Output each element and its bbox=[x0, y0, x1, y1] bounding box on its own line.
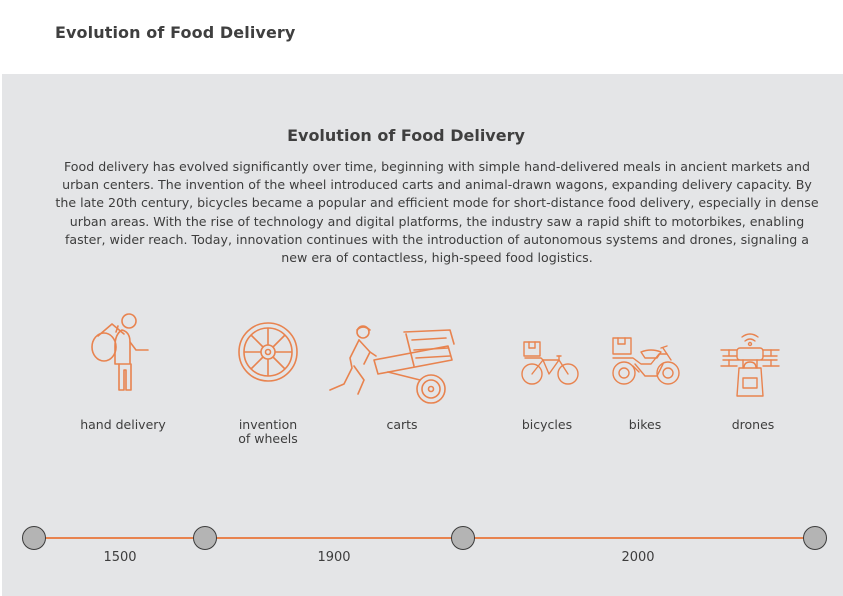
page-title: Evolution of Food Delivery bbox=[55, 23, 296, 42]
content-panel: Evolution of Food Delivery Food delivery… bbox=[2, 74, 843, 596]
timeline-node bbox=[803, 526, 827, 550]
stage-label-invention-of-wheels: invention of wheels bbox=[238, 417, 298, 446]
stage-label-bicycles: bicycles bbox=[521, 417, 573, 432]
timeline-node bbox=[451, 526, 475, 550]
timeline-node bbox=[193, 526, 217, 550]
stage-label-bikes: bikes bbox=[628, 417, 662, 432]
stage-label-hand-delivery: hand delivery bbox=[80, 417, 166, 432]
stage-label-drones: drones bbox=[731, 417, 775, 432]
panel-title: Evolution of Food Delivery bbox=[287, 126, 525, 145]
timeline-node bbox=[22, 526, 46, 550]
timeline-line bbox=[34, 537, 814, 539]
page-header: Evolution of Food Delivery bbox=[0, 0, 843, 74]
drone-icon bbox=[719, 332, 781, 398]
bicycle-icon bbox=[521, 340, 579, 386]
cart-icon bbox=[328, 325, 456, 406]
hand-delivery-icon bbox=[88, 312, 154, 394]
timeline-year-1900: 1900 bbox=[317, 550, 351, 565]
wheel-icon bbox=[237, 321, 299, 383]
stage-label-carts: carts bbox=[386, 417, 418, 432]
timeline-year-2000: 2000 bbox=[621, 550, 655, 565]
timeline-year-1500: 1500 bbox=[103, 550, 137, 565]
panel-description: Food delivery has evolved significantly … bbox=[55, 159, 819, 266]
motorbike-icon bbox=[611, 336, 681, 386]
